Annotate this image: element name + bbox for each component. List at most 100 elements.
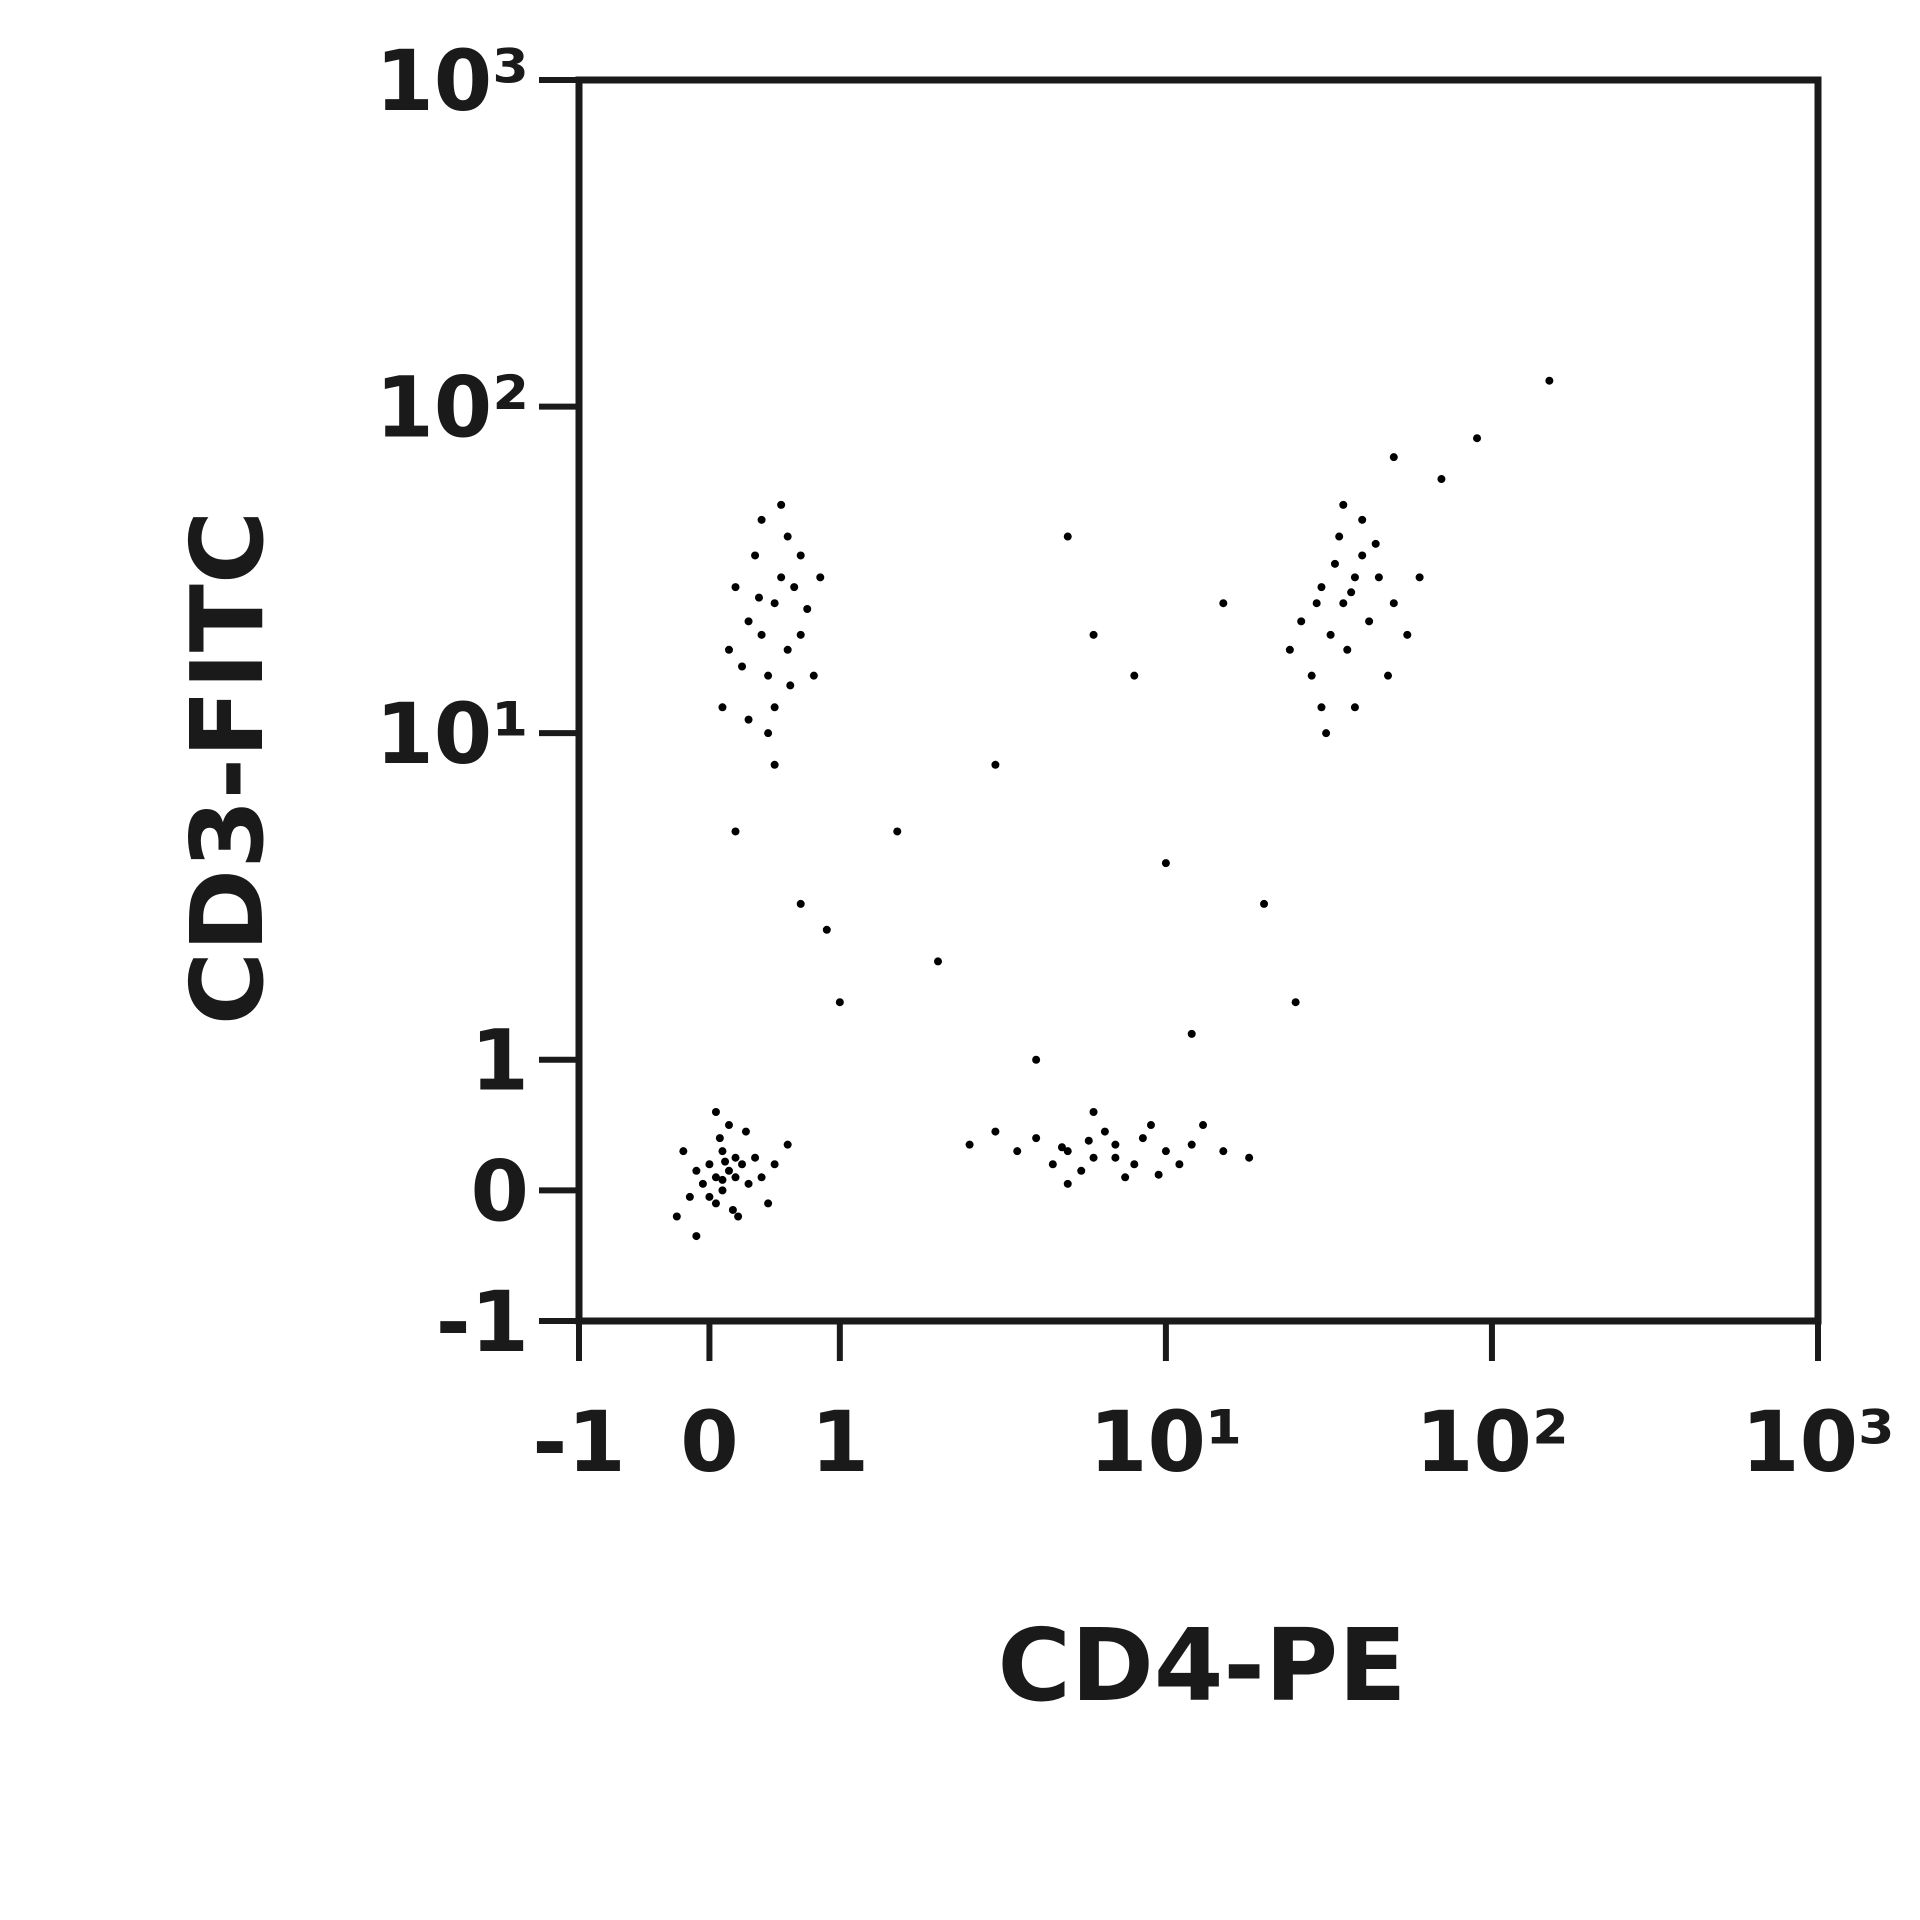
event-dot xyxy=(1317,703,1326,712)
event-dot xyxy=(1130,671,1139,680)
event-dot xyxy=(1161,1147,1170,1156)
event-dot xyxy=(1339,599,1348,608)
event-dot xyxy=(783,1140,792,1149)
event-dot xyxy=(790,583,799,592)
event-dot xyxy=(786,681,795,690)
event-dot xyxy=(1285,645,1294,654)
event-dot xyxy=(672,1212,681,1221)
event-dot xyxy=(777,500,786,509)
event-dot xyxy=(718,1186,727,1195)
event-dot xyxy=(764,1199,773,1208)
event-dot xyxy=(1358,551,1367,560)
event-dot xyxy=(1389,599,1398,608)
event-dot xyxy=(1473,434,1482,443)
event-dot xyxy=(734,1212,743,1221)
event-dot xyxy=(718,1175,727,1184)
event-dot xyxy=(1089,1153,1098,1162)
event-dot xyxy=(705,1160,714,1169)
event-dot xyxy=(724,1121,733,1130)
event-dot xyxy=(770,599,779,608)
event-dot xyxy=(1089,1107,1098,1116)
event-dot xyxy=(1317,583,1326,592)
event-dot xyxy=(1161,859,1170,868)
event-dot xyxy=(991,1127,1000,1136)
event-dot xyxy=(1219,599,1228,608)
event-dot xyxy=(1322,729,1331,738)
event-dot xyxy=(770,760,779,769)
event-dot xyxy=(679,1147,688,1156)
event-dot xyxy=(770,1160,779,1169)
x-tick-label: 10¹ xyxy=(1089,1393,1243,1491)
event-dot xyxy=(1403,630,1412,639)
event-dot xyxy=(741,1127,750,1136)
event-dot xyxy=(1063,532,1072,541)
event-dot xyxy=(1121,1173,1130,1182)
event-dot xyxy=(731,1153,740,1162)
event-dot xyxy=(757,630,766,639)
x-tick-label: 1 xyxy=(811,1393,869,1491)
x-tick-label: 10² xyxy=(1415,1393,1569,1491)
event-dot xyxy=(711,1199,720,1208)
event-dot xyxy=(1297,617,1306,626)
event-dot xyxy=(1245,1153,1254,1162)
event-dot xyxy=(1343,645,1352,654)
event-dot xyxy=(1111,1140,1120,1149)
event-dot xyxy=(764,671,773,680)
event-dot xyxy=(1175,1160,1184,1169)
event-dot xyxy=(1260,899,1269,908)
event-dot xyxy=(728,1205,737,1214)
y-tick-label: -1 xyxy=(436,1273,529,1371)
y-tick-label: 10³ xyxy=(375,32,529,130)
event-dot xyxy=(1339,500,1348,509)
event-dot xyxy=(1291,998,1300,1007)
x-tick-label: -1 xyxy=(532,1393,625,1491)
event-dot xyxy=(705,1192,714,1201)
y-tick-label: 10² xyxy=(375,359,529,457)
event-dot xyxy=(796,899,805,908)
event-dot xyxy=(1089,630,1098,639)
event-dot xyxy=(744,715,753,724)
event-dot xyxy=(711,1173,720,1182)
event-dot xyxy=(893,827,902,836)
y-tick-label: 0 xyxy=(471,1142,529,1240)
event-dot xyxy=(1032,1134,1041,1143)
event-dot xyxy=(1063,1147,1072,1156)
event-dot xyxy=(764,729,773,738)
event-dot xyxy=(738,1160,747,1169)
event-dot xyxy=(965,1140,974,1149)
event-dot xyxy=(1374,573,1383,582)
event-dot xyxy=(751,1153,760,1162)
event-dot xyxy=(1307,671,1316,680)
event-dot xyxy=(724,645,733,654)
event-dot xyxy=(692,1166,701,1175)
event-dot xyxy=(1326,630,1335,639)
event-dot xyxy=(1084,1136,1093,1145)
event-dot xyxy=(991,760,1000,769)
event-dot xyxy=(1154,1170,1163,1179)
plot-frame xyxy=(575,76,1822,1325)
event-dot xyxy=(711,1107,720,1116)
event-dot xyxy=(1219,1147,1228,1156)
event-dot xyxy=(835,998,844,1007)
event-dot xyxy=(1048,1160,1057,1169)
event-dot xyxy=(796,630,805,639)
event-dot xyxy=(757,1173,766,1182)
event-dot xyxy=(816,573,825,582)
event-dot xyxy=(738,662,747,671)
event-dot xyxy=(770,703,779,712)
event-dot xyxy=(809,671,818,680)
event-dot xyxy=(721,1157,730,1166)
y-tick-label: 10¹ xyxy=(375,685,529,783)
event-dot xyxy=(744,617,753,626)
x-tick-label: 0 xyxy=(680,1393,738,1491)
event-dot xyxy=(1350,703,1359,712)
event-dot xyxy=(796,551,805,560)
y-axis-title: CD3-FITC xyxy=(169,511,286,1026)
event-dot xyxy=(731,1173,740,1182)
event-dot xyxy=(731,583,740,592)
event-dot xyxy=(1146,1121,1155,1130)
event-dot xyxy=(754,593,763,602)
event-dot xyxy=(777,573,786,582)
event-dot xyxy=(1437,475,1446,484)
